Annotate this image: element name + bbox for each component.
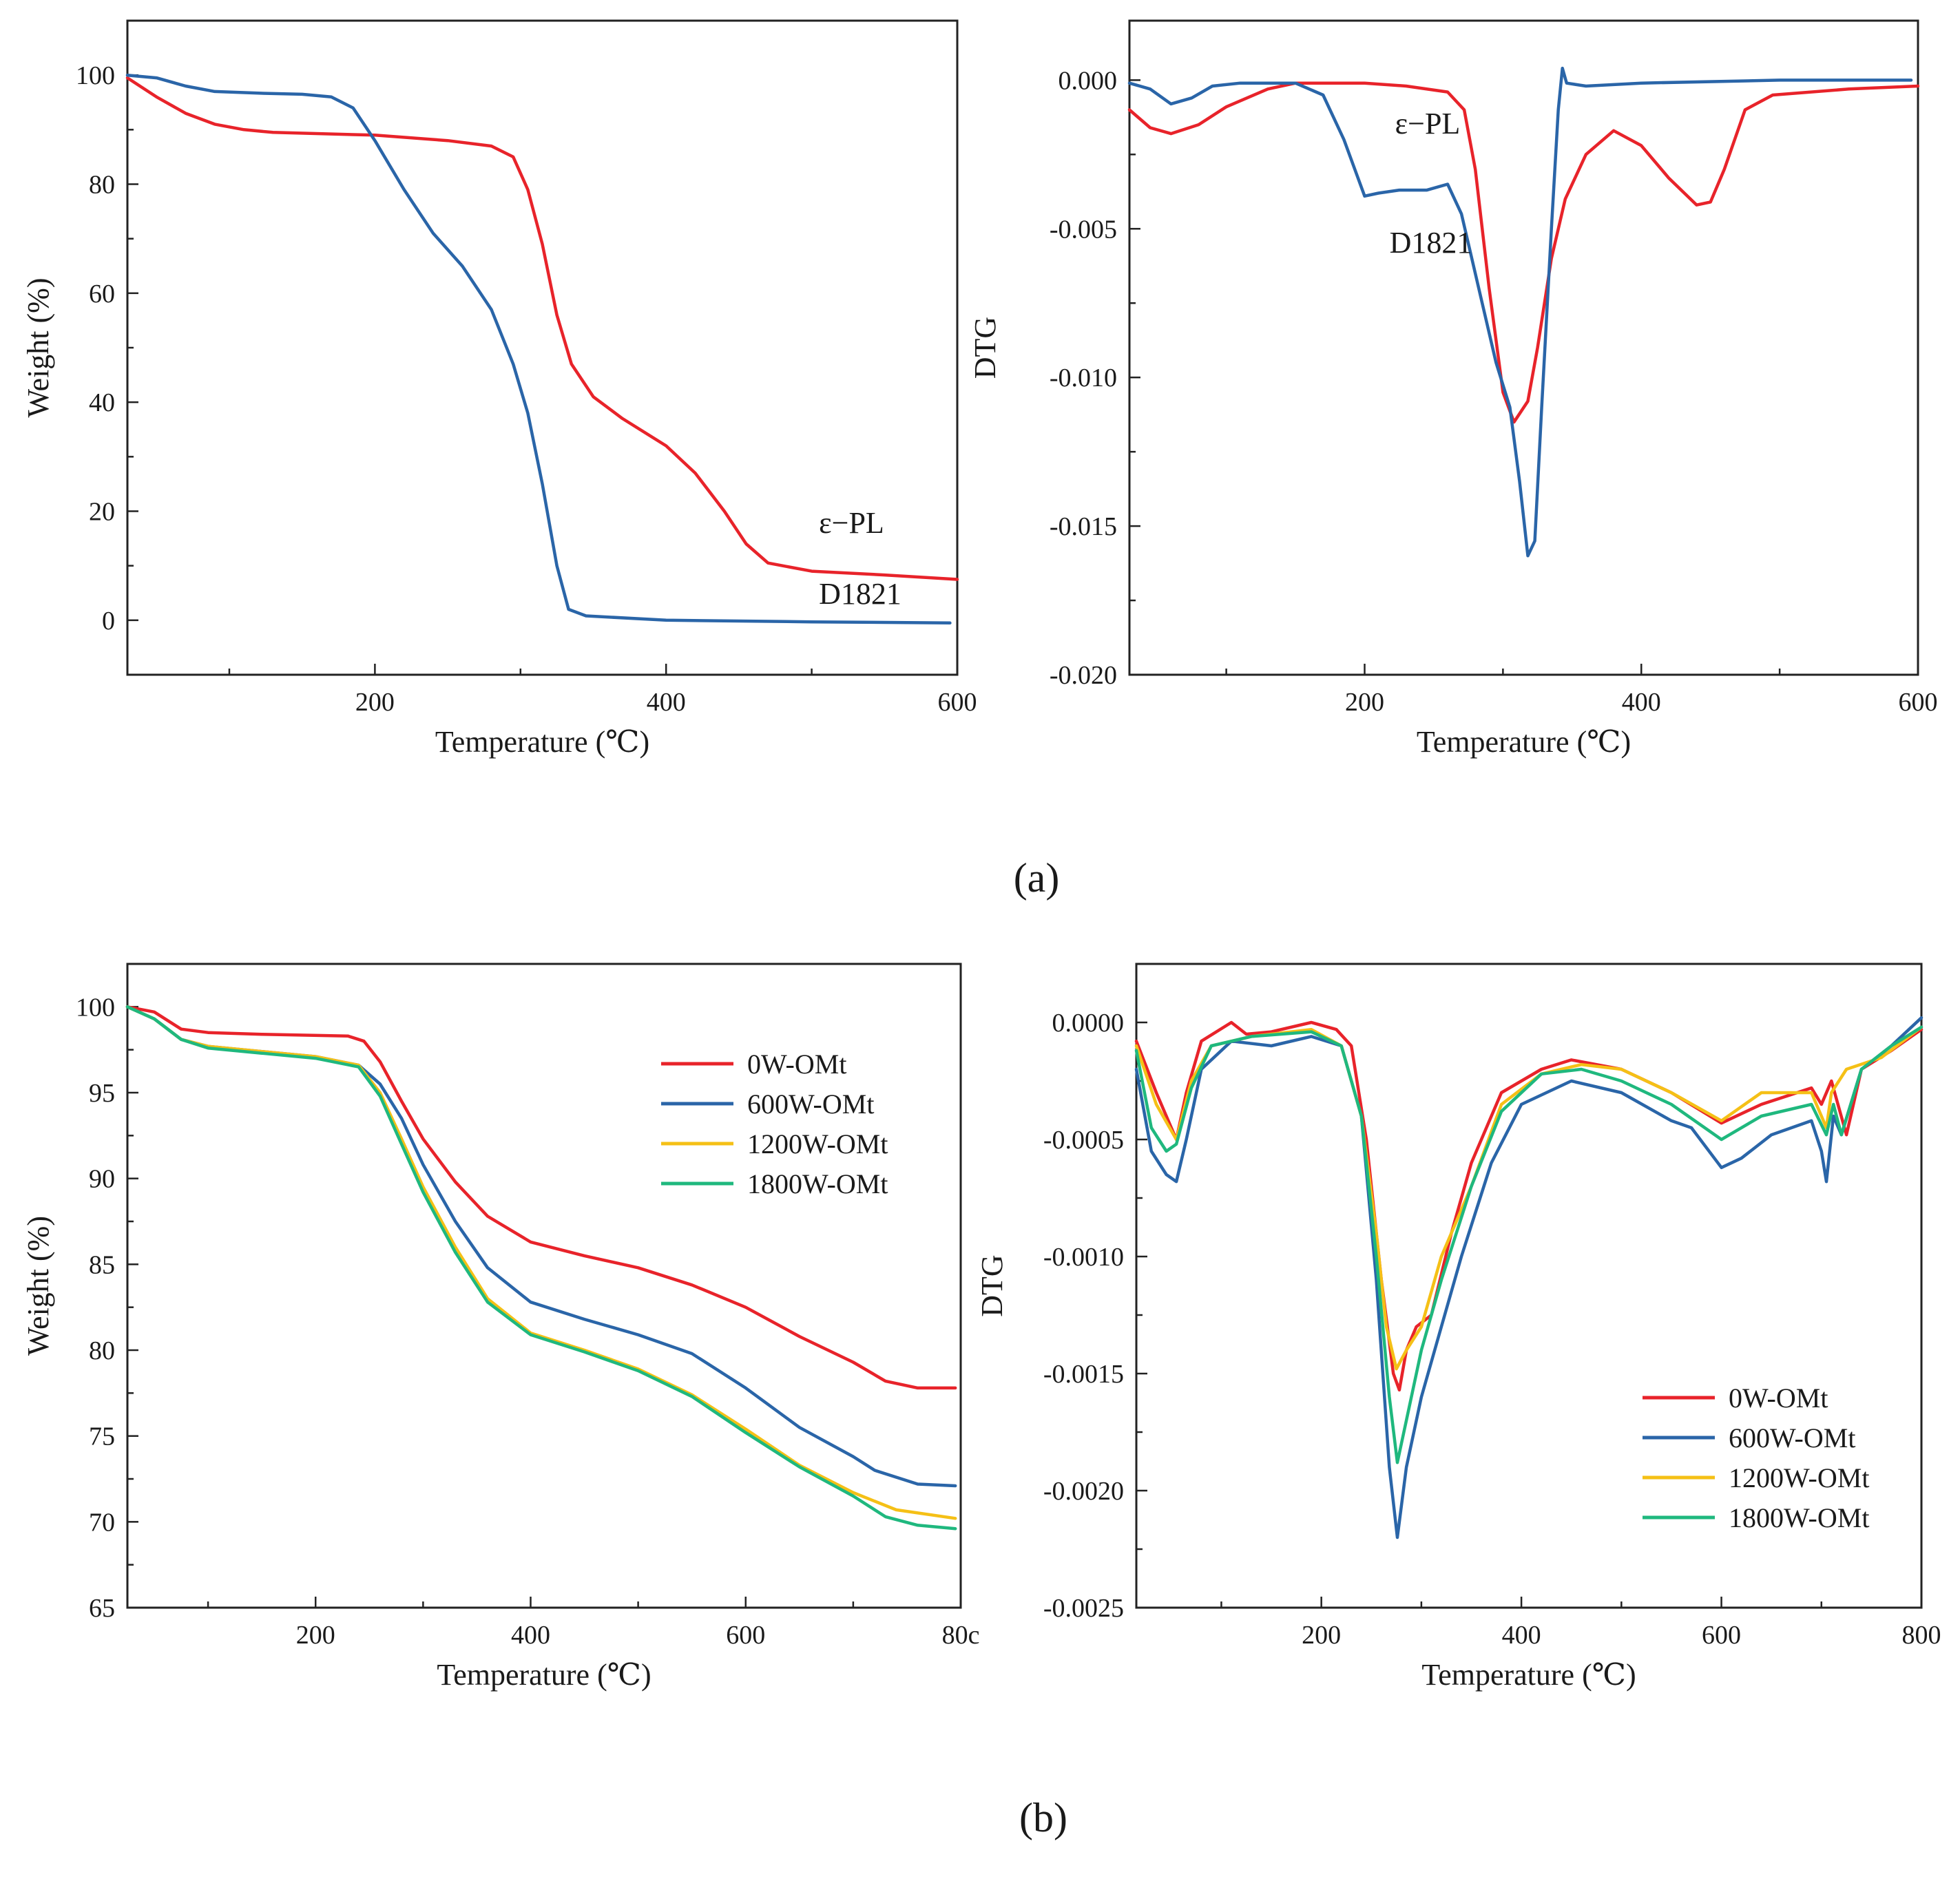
- y-tick-label: 90: [89, 1165, 115, 1194]
- y-tick-label: 60: [89, 280, 115, 308]
- y-tick-label: 0.000: [1059, 66, 1118, 95]
- y-tick-label: 65: [89, 1594, 115, 1623]
- y-tick-label: -0.020: [1050, 661, 1117, 690]
- x-axis-title: Temperature (℃): [1421, 1658, 1636, 1692]
- y-tick-label: -0.0015: [1043, 1360, 1124, 1389]
- y-tick-label: 100: [76, 993, 115, 1022]
- y-tick-label: 95: [89, 1079, 115, 1108]
- y-axis-title: DTG: [968, 317, 1002, 379]
- legend-label: 1200W-OMt: [1729, 1462, 1869, 1493]
- series-line-600w-omt: [1134, 1016, 1923, 1540]
- y-tick-label: 0.0000: [1052, 1009, 1125, 1038]
- plot-frame: [1128, 19, 1919, 676]
- x-tick-label: 200: [1302, 1621, 1341, 1650]
- legend-label: 0W-OMt: [747, 1049, 846, 1080]
- panel-label-b: (b): [1019, 1795, 1067, 1840]
- series-line-d1821: [125, 73, 952, 625]
- y-tick-label: 70: [89, 1508, 115, 1537]
- y-tick-label: 75: [89, 1422, 115, 1451]
- chart-a-weight: 200 400 600 0 20 40 60 80 100 Temperature (℃) Weig…: [21, 19, 977, 759]
- x-tick-label: 400: [511, 1621, 550, 1650]
- series-line--pl: [125, 76, 959, 581]
- series-line--pl: [1127, 81, 1920, 424]
- legend-label: 600W-OMt: [747, 1089, 874, 1120]
- x-tick-label: 200: [296, 1621, 335, 1650]
- series-annotation: D1821: [1390, 226, 1472, 260]
- x-tick-label: 600: [726, 1621, 765, 1650]
- y-axis-title: Weight (%): [21, 1216, 55, 1356]
- chart-a-dtg: 200 400 600 0.000 -0.005 -0.010 -0.015 -0.020 Te…: [968, 19, 1938, 759]
- legend-label: 600W-OMt: [1729, 1422, 1855, 1453]
- x-tick-label: 600: [938, 688, 977, 717]
- panel-label-a: (a): [1014, 855, 1060, 901]
- series-line-1800w-omt: [125, 1005, 957, 1531]
- x-axis-title: Temperature (℃): [435, 725, 649, 759]
- series-line-0w-omt: [125, 1005, 957, 1390]
- plot-frame: [1135, 963, 1923, 1609]
- series-line-1800w-omt: [1134, 1025, 1923, 1464]
- x-tick-label: 400: [647, 688, 686, 717]
- series-line-d1821: [1127, 66, 1913, 558]
- y-tick-label: 80: [89, 1336, 115, 1365]
- x-axis-title: Temperature (℃): [1417, 725, 1631, 759]
- y-tick-label: -0.015: [1050, 512, 1117, 541]
- x-tick-label: 800: [1902, 1621, 1941, 1650]
- plot-frame: [126, 963, 962, 1609]
- y-tick-label: 80: [89, 171, 115, 200]
- x-tick-label: 200: [355, 688, 395, 717]
- y-tick-label: -0.0025: [1043, 1594, 1124, 1623]
- x-tick-label: 400: [1622, 688, 1661, 717]
- y-tick-label: -0.0010: [1043, 1243, 1124, 1272]
- y-tick-label: -0.010: [1050, 364, 1117, 392]
- y-tick-label: 85: [89, 1250, 115, 1279]
- y-tick-label: -0.005: [1050, 215, 1117, 244]
- y-tick-label: -0.0005: [1043, 1126, 1124, 1155]
- legend-label: 1200W-OMt: [747, 1128, 888, 1159]
- x-tick-label: 400: [1502, 1621, 1541, 1650]
- series-annotation: ε−PL: [1395, 107, 1461, 140]
- y-axis-title: Weight (%): [21, 278, 55, 418]
- y-tick-label: -0.0020: [1043, 1477, 1124, 1506]
- y-axis-title: DTG: [975, 1254, 1009, 1316]
- legend-label: 1800W-OMt: [747, 1168, 888, 1199]
- series-annotation: D1821: [819, 577, 901, 611]
- x-tick-label: 80с: [942, 1621, 980, 1650]
- y-tick-label: 0: [102, 607, 115, 635]
- series-line-1200w-omt: [125, 1005, 957, 1520]
- x-tick-label: 600: [1899, 688, 1938, 717]
- legend-label: 0W-OMt: [1729, 1383, 1828, 1414]
- legend-label: 1800W-OMt: [1729, 1502, 1869, 1533]
- x-axis-title: Temperature (℃): [437, 1658, 651, 1692]
- chart-b-weight: 200 400 600 80с 65 70 75 80 85 90 95 100 Temperature…: [21, 963, 980, 1692]
- y-tick-label: 40: [89, 388, 115, 417]
- x-tick-label: 600: [1702, 1621, 1741, 1650]
- y-tick-label: 100: [76, 61, 115, 90]
- y-tick-label: 20: [89, 498, 115, 527]
- chart-b-dtg: 200 400 600 800 0.0000 -0.0005 -0.0010 -0.0015 -…: [975, 963, 1941, 1692]
- x-tick-label: 200: [1345, 688, 1384, 717]
- series-annotation: ε−PL: [819, 506, 884, 540]
